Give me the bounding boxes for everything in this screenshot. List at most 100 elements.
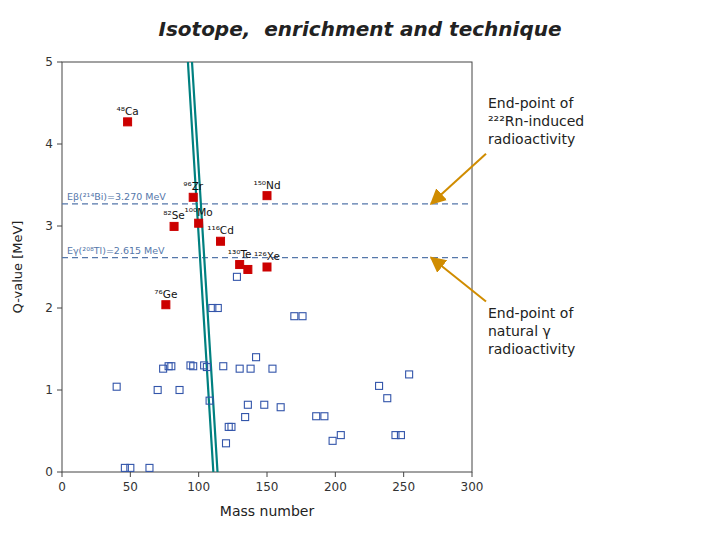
y-tick — [57, 472, 62, 473]
point — [228, 423, 235, 430]
point — [376, 382, 383, 389]
annotation-line: End-point of — [488, 305, 574, 321]
x-tick — [472, 472, 473, 477]
point — [206, 397, 213, 404]
point-label: ¹³⁰Te — [228, 248, 252, 260]
point — [162, 301, 170, 309]
y-tick — [57, 390, 62, 391]
x-tick — [130, 472, 131, 477]
point — [113, 383, 120, 390]
plot-area — [62, 62, 472, 472]
point — [244, 265, 252, 273]
point — [214, 305, 221, 312]
point — [406, 371, 413, 378]
y-tick — [57, 144, 62, 145]
point-label: ⁹⁶Zr — [183, 180, 204, 192]
point — [190, 363, 197, 370]
x-tick — [267, 472, 268, 477]
point — [201, 362, 208, 369]
point-label: ¹¹⁶Cd — [207, 224, 234, 236]
point — [220, 363, 227, 370]
point — [233, 273, 240, 280]
point — [263, 192, 271, 200]
x-tick-label: 250 — [392, 480, 415, 494]
point — [263, 263, 271, 271]
annotation-line: End-point of — [488, 95, 574, 111]
y-tick-label: 3 — [45, 219, 53, 233]
point — [329, 437, 336, 444]
reference-line-label: Eβ(²¹⁴Bi)=3.270 MeV — [67, 191, 166, 202]
x-tick — [403, 472, 404, 477]
x-tick-label: 0 — [58, 480, 66, 494]
reference-line-label: Eγ(²⁰⁸Tl)=2.615 MeV — [67, 245, 165, 256]
annotation: End-point of natural γ radioactivity — [488, 305, 575, 357]
y-tick-label: 0 — [45, 465, 53, 479]
point-label: ¹⁰⁰Mo — [185, 206, 213, 218]
point — [261, 401, 268, 408]
point — [225, 423, 232, 430]
x-tick-label: 200 — [324, 480, 347, 494]
point — [253, 354, 260, 361]
y-tick-label: 4 — [45, 137, 53, 151]
point — [154, 387, 161, 394]
ellipse — [146, 62, 265, 472]
point — [203, 364, 210, 371]
annotation-arrow — [431, 154, 486, 204]
point — [291, 313, 298, 320]
point — [242, 414, 249, 421]
x-tick-label: 100 — [187, 480, 210, 494]
y-tick — [57, 62, 62, 63]
point — [247, 365, 254, 372]
x-axis-label: Mass number — [220, 503, 315, 519]
y-tick — [57, 308, 62, 309]
annotation-arrow — [431, 258, 486, 302]
point — [170, 222, 178, 230]
point — [127, 464, 134, 471]
x-tick — [62, 472, 63, 477]
y-tick-label: 5 — [45, 55, 53, 69]
reference-line — [62, 203, 472, 204]
point — [337, 432, 344, 439]
point — [176, 387, 183, 394]
annotation: End-point of ²²²Rn-induced radioactivity — [488, 95, 584, 147]
point — [269, 365, 276, 372]
annotation-line: ²²²Rn-induced — [488, 113, 584, 129]
point — [223, 440, 230, 447]
point — [244, 401, 251, 408]
point-label: ⁷⁶Ge — [154, 288, 177, 300]
plot-frame — [62, 62, 472, 472]
annotation-line: radioactivity — [488, 341, 575, 357]
point — [146, 464, 153, 471]
x-tick-label: 50 — [123, 480, 138, 494]
point — [236, 365, 243, 372]
point — [195, 219, 203, 227]
point-label: ⁴⁸Ca — [117, 105, 139, 117]
x-tick — [198, 472, 199, 477]
y-tick — [57, 226, 62, 227]
point-label: ¹⁵⁰Nd — [253, 179, 280, 191]
point — [124, 118, 132, 126]
point — [299, 313, 306, 320]
point — [189, 193, 197, 201]
y-tick-label: 2 — [45, 301, 53, 315]
point — [168, 363, 175, 370]
point — [236, 261, 244, 269]
x-tick-label: 300 — [461, 480, 484, 494]
x-tick — [335, 472, 336, 477]
point — [217, 237, 225, 245]
point-label: ¹²⁶Xe — [254, 250, 280, 262]
point — [384, 395, 391, 402]
point-label: ⁸²Se — [163, 209, 185, 221]
chart: Isotope, enrichment and technique0501001… — [0, 0, 720, 540]
y-tick-label: 1 — [45, 383, 53, 397]
title: Isotope, enrichment and technique — [158, 17, 561, 41]
point — [313, 413, 320, 420]
x-tick-label: 150 — [256, 480, 279, 494]
annotation-line: natural γ — [488, 323, 551, 339]
point — [277, 404, 284, 411]
point — [321, 413, 328, 420]
point — [165, 363, 172, 370]
annotation-line: radioactivity — [488, 131, 575, 147]
point — [397, 432, 404, 439]
y-axis-label: Q-value [MeV] — [10, 221, 25, 314]
